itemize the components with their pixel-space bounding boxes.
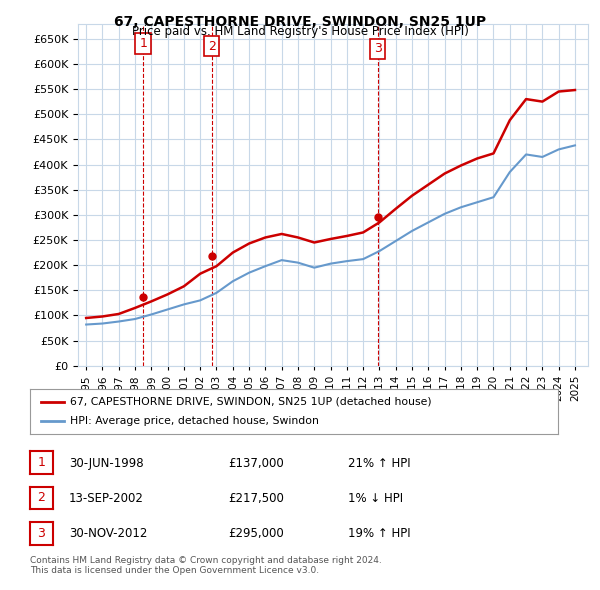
- Text: 2: 2: [37, 491, 46, 504]
- Text: 2: 2: [208, 40, 215, 53]
- Text: Contains HM Land Registry data © Crown copyright and database right 2024.
This d: Contains HM Land Registry data © Crown c…: [30, 556, 382, 575]
- Text: 1% ↓ HPI: 1% ↓ HPI: [348, 492, 403, 505]
- Text: HPI: Average price, detached house, Swindon: HPI: Average price, detached house, Swin…: [70, 417, 319, 426]
- Text: £295,000: £295,000: [228, 527, 284, 540]
- Text: 13-SEP-2002: 13-SEP-2002: [69, 492, 144, 505]
- Text: 30-NOV-2012: 30-NOV-2012: [69, 527, 148, 540]
- Text: Price paid vs. HM Land Registry's House Price Index (HPI): Price paid vs. HM Land Registry's House …: [131, 25, 469, 38]
- Text: 67, CAPESTHORNE DRIVE, SWINDON, SN25 1UP: 67, CAPESTHORNE DRIVE, SWINDON, SN25 1UP: [114, 15, 486, 29]
- Text: 19% ↑ HPI: 19% ↑ HPI: [348, 527, 410, 540]
- Text: 3: 3: [37, 527, 46, 540]
- Text: £217,500: £217,500: [228, 492, 284, 505]
- Text: 1: 1: [37, 456, 46, 469]
- Text: 67, CAPESTHORNE DRIVE, SWINDON, SN25 1UP (detached house): 67, CAPESTHORNE DRIVE, SWINDON, SN25 1UP…: [70, 397, 431, 407]
- Text: 1: 1: [139, 37, 147, 50]
- Text: 21% ↑ HPI: 21% ↑ HPI: [348, 457, 410, 470]
- Text: 3: 3: [374, 42, 382, 55]
- Text: 30-JUN-1998: 30-JUN-1998: [69, 457, 143, 470]
- Text: £137,000: £137,000: [228, 457, 284, 470]
